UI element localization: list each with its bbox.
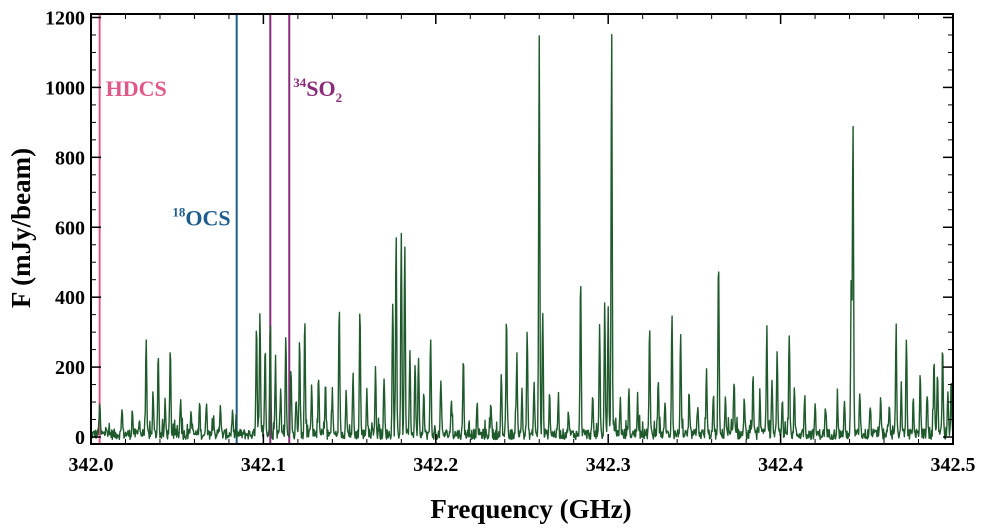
y-tick-label: 600 (55, 217, 85, 239)
x-tick-label: 342.0 (69, 454, 114, 476)
molecule-label: HDCS (106, 76, 167, 101)
x-tick-label: 342.1 (241, 454, 286, 476)
x-tick-label: 342.5 (931, 454, 976, 476)
axis-tick-layer: 342.0 342.1 342.2 342.3 342.4 342.5 0 200 400 600… (45, 7, 976, 476)
spectrum-line (90, 33, 954, 441)
x-tick-label: 342.3 (586, 454, 631, 476)
plot-frame (90, 13, 954, 445)
y-tick-label: 1200 (45, 7, 85, 29)
molecule-label-sup: 34 (293, 75, 307, 90)
y-tick-label: 800 (55, 147, 85, 169)
y-axis-title: F (mJy/beam) (6, 148, 36, 308)
molecule-label-layer: HDCS 18OCS 34SO2 (106, 75, 342, 230)
molecule-label-main: SO (306, 76, 335, 101)
y-tick-label: 0 (75, 427, 85, 449)
y-tick-label: 400 (55, 287, 85, 309)
molecule-label: 34SO2 (293, 75, 342, 105)
molecule-label-main: HDCS (106, 76, 167, 101)
y-tick-label: 1000 (45, 77, 85, 99)
x-tick-label: 342.4 (758, 454, 803, 476)
molecule-label: 18OCS (172, 205, 230, 231)
x-axis-title: Frequency (GHz) (430, 494, 631, 524)
y-tick-label: 200 (55, 357, 85, 379)
x-tick-label: 342.2 (413, 454, 458, 476)
molecule-label-sub: 2 (336, 90, 343, 105)
molecule-label-main: OCS (185, 206, 230, 231)
molecule-label-sup: 18 (172, 205, 186, 220)
molecule-marker-layer (98, 14, 291, 444)
